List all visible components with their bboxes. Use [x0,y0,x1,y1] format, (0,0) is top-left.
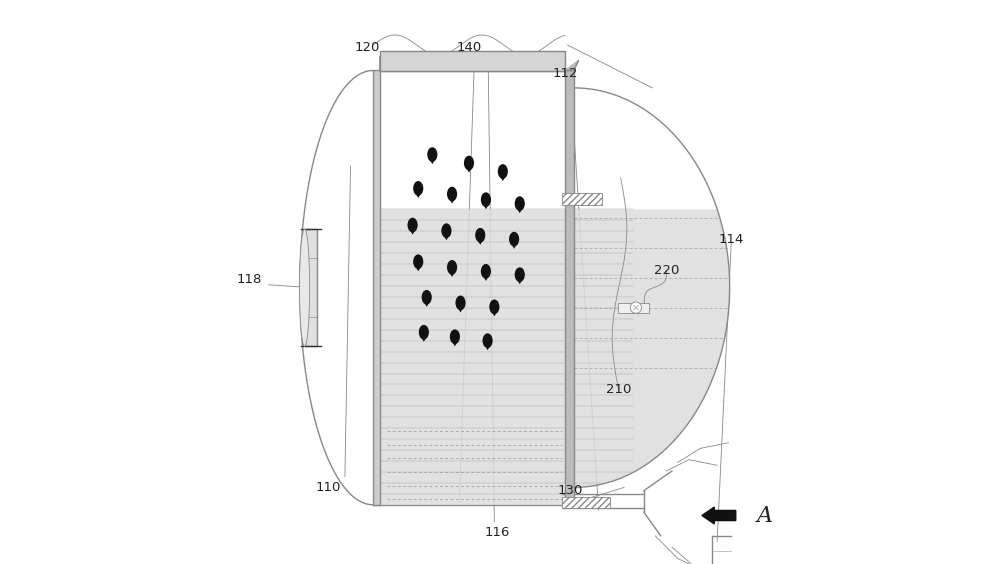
Text: 210: 210 [606,382,631,396]
Ellipse shape [481,264,491,279]
Text: 112: 112 [552,67,578,80]
Polygon shape [409,228,417,235]
Text: 120: 120 [355,41,380,55]
Text: 140: 140 [456,41,482,55]
Ellipse shape [455,296,466,310]
Ellipse shape [464,156,474,170]
Ellipse shape [515,267,525,282]
Bar [380,51,565,70]
Bar [373,70,380,505]
Polygon shape [465,166,473,173]
Polygon shape [490,310,498,316]
Ellipse shape [413,181,423,196]
Bar [562,192,602,205]
Polygon shape [448,270,456,277]
Ellipse shape [489,299,499,314]
Ellipse shape [498,164,508,179]
Polygon shape [381,209,730,505]
Ellipse shape [299,229,310,346]
Polygon shape [516,277,524,284]
Ellipse shape [475,228,485,243]
FancyArrow shape [702,507,736,524]
Ellipse shape [422,290,432,305]
Bar [618,302,649,312]
Text: A: A [757,505,773,527]
Ellipse shape [447,187,457,201]
Ellipse shape [419,325,429,340]
Text: 118: 118 [236,272,262,286]
Ellipse shape [441,223,451,238]
Polygon shape [414,265,422,271]
Polygon shape [420,335,428,342]
Polygon shape [499,174,507,181]
Circle shape [630,302,642,313]
Polygon shape [476,238,484,245]
Polygon shape [442,233,450,240]
Polygon shape [428,157,436,164]
Polygon shape [423,300,431,307]
Polygon shape [482,274,490,281]
Bar [565,70,574,505]
Ellipse shape [450,329,460,344]
Text: 116: 116 [484,526,510,540]
Polygon shape [482,202,490,209]
Text: 114: 114 [719,233,744,246]
Polygon shape [516,206,524,213]
Ellipse shape [447,260,457,275]
Ellipse shape [481,192,491,207]
Bar [305,229,317,346]
Ellipse shape [509,232,519,246]
Ellipse shape [408,218,418,232]
Polygon shape [448,197,456,204]
Text: 110: 110 [315,481,341,495]
Ellipse shape [515,196,525,211]
Text: 220: 220 [654,264,679,277]
Polygon shape [510,242,518,249]
Polygon shape [484,343,492,350]
Ellipse shape [427,147,437,162]
Bar [562,497,610,508]
Ellipse shape [483,333,493,348]
Polygon shape [451,340,459,346]
Polygon shape [565,61,578,70]
Polygon shape [457,306,464,312]
Ellipse shape [413,254,423,269]
Text: 130: 130 [558,484,583,497]
Polygon shape [414,191,422,198]
